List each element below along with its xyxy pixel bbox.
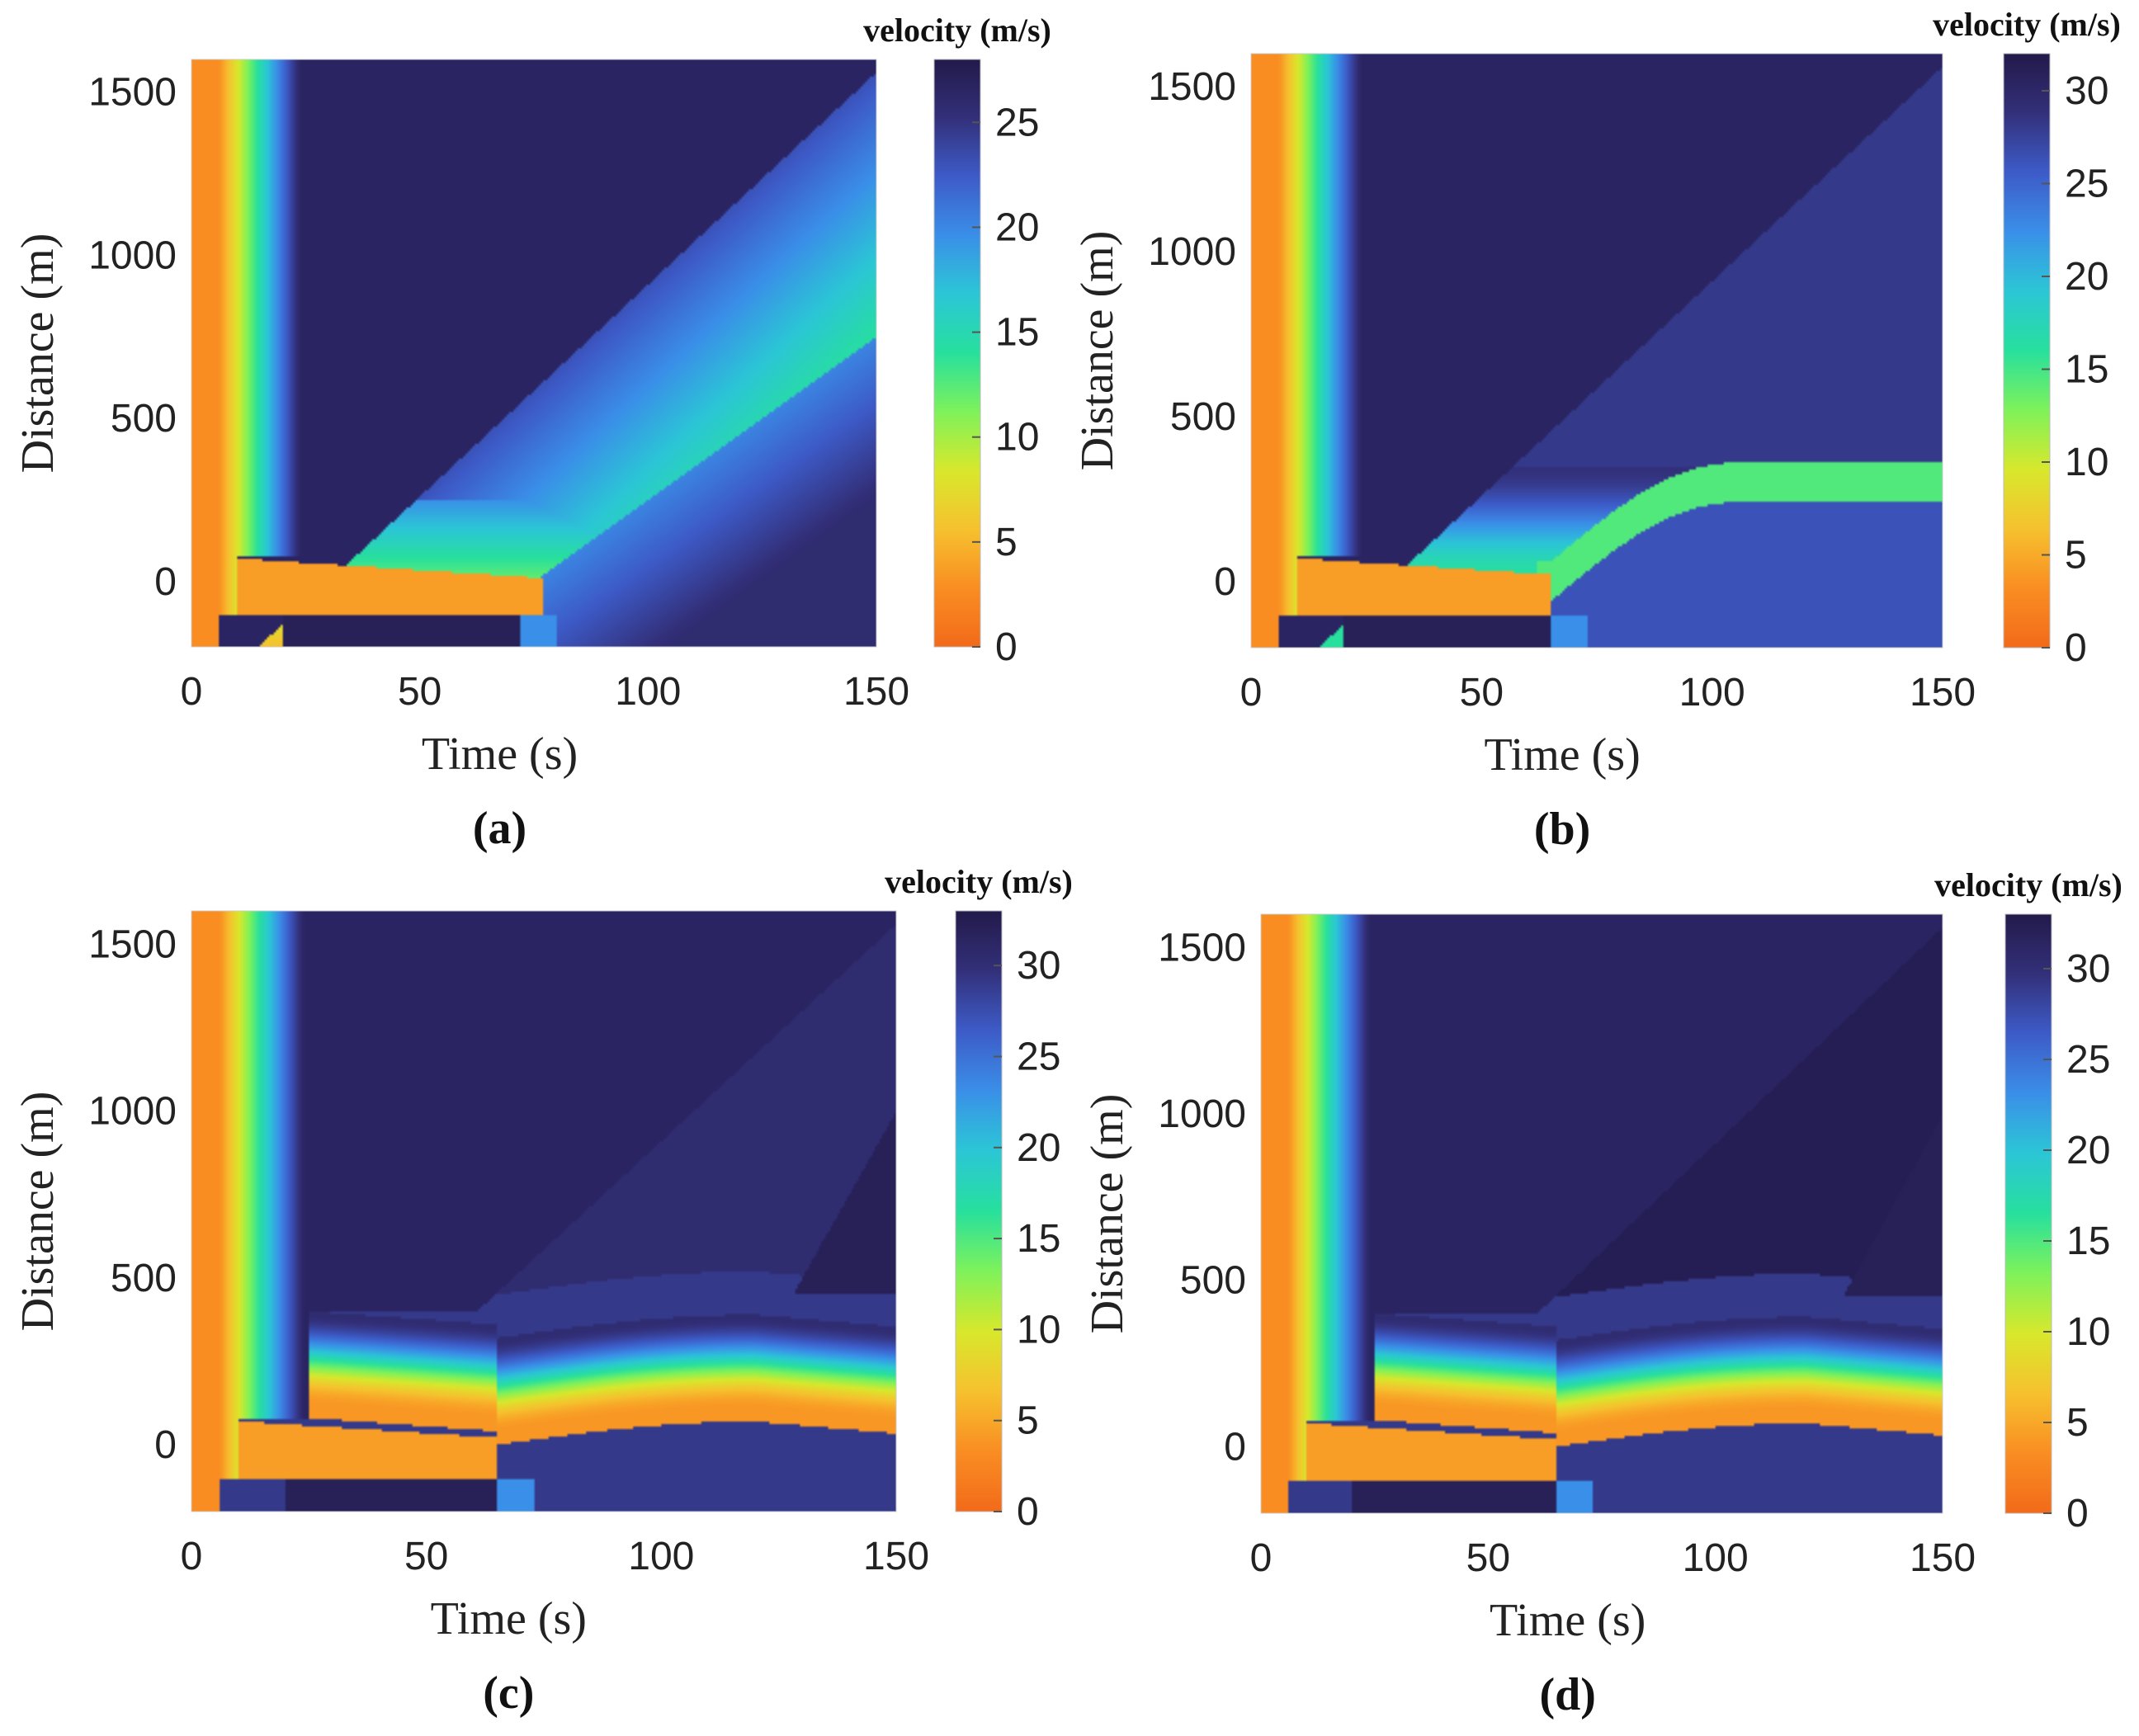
- x-tick-label: 100: [1683, 1536, 1749, 1580]
- colorbar-tick-label: 20: [995, 205, 1039, 249]
- colorbar-tick-label: 15: [1017, 1217, 1060, 1261]
- colorbar-tick-label: 20: [2065, 255, 2108, 299]
- colorbar: [933, 59, 981, 648]
- plot-frame: [1250, 53, 1943, 649]
- panel-label: (c): [483, 1668, 534, 1719]
- x-axis-title: Time (s): [1490, 1595, 1646, 1646]
- y-tick-label: 0: [1224, 1425, 1246, 1469]
- colorbar-tick-label: 25: [995, 101, 1039, 144]
- heatmap-surface: [191, 59, 876, 647]
- colorbar-tick-label: 30: [2066, 947, 2110, 991]
- colorbar-tick-label: 20: [2066, 1129, 2110, 1172]
- colorbar-tick-label: 5: [2066, 1401, 2089, 1445]
- colorbar-title: velocity (m/s): [1933, 6, 2121, 43]
- colorbar-tick-label: 30: [2065, 69, 2108, 113]
- y-tick-label: 500: [111, 397, 177, 441]
- x-tick-label: 150: [863, 1535, 929, 1578]
- colorbar-tick-label: 10: [995, 416, 1039, 460]
- colorbar-tick-label: 10: [2065, 441, 2108, 484]
- y-tick-label: 0: [1214, 560, 1236, 604]
- panel-label: (a): [473, 803, 526, 854]
- x-axis-title: Time (s): [431, 1593, 587, 1644]
- x-tick-label: 0: [1240, 671, 1263, 715]
- x-axis-title: Time (s): [422, 729, 578, 780]
- plot-frame: [191, 59, 877, 648]
- heatmap-surface: [1261, 914, 1943, 1513]
- colorbar-tick-label: 15: [2065, 348, 2108, 392]
- x-tick-label: 0: [1250, 1536, 1273, 1580]
- colorbar-tick-label: 5: [2065, 534, 2087, 578]
- x-tick-label: 150: [1910, 1536, 1976, 1580]
- y-tick-label: 1000: [1158, 1092, 1246, 1136]
- colorbar-tick-label: 0: [2066, 1492, 2089, 1536]
- heatmap-surface: [191, 911, 896, 1512]
- y-tick-label: 500: [1170, 395, 1236, 439]
- plot-frame: [1260, 913, 1943, 1514]
- panel-label: (b): [1534, 804, 1590, 855]
- colorbar-tick-label: 5: [1017, 1399, 1039, 1443]
- y-tick-label: 0: [154, 560, 177, 604]
- y-tick-label: 1000: [1148, 230, 1236, 274]
- y-axis-title: Distance (m): [1072, 231, 1123, 471]
- x-tick-label: 50: [404, 1535, 448, 1578]
- x-tick-label: 150: [843, 670, 909, 714]
- panel-a: 0 50 100 150 0 500 1000 1500 Time (s) Distance (m…: [0, 0, 1070, 868]
- panel-c: 0 50 100 150 0 500 1000 1500 Time (s) Distance (m…: [0, 863, 1073, 1736]
- panel-b: 0 50 100 150 0 500 1000 1500 Time (s) Distance (m…: [1070, 0, 2139, 868]
- y-axis-title: Distance (m): [12, 234, 64, 474]
- plot-frame: [191, 910, 897, 1512]
- panel-label: (d): [1539, 1669, 1595, 1720]
- y-axis-title: Distance (m): [1082, 1094, 1133, 1334]
- y-tick-label: 0: [154, 1423, 177, 1467]
- y-tick-label: 1500: [1148, 65, 1236, 109]
- y-tick-label: 500: [1180, 1259, 1246, 1303]
- colorbar-tick-label: 25: [2066, 1038, 2110, 1082]
- x-tick-label: 50: [398, 670, 441, 714]
- colorbar-tick-label: 0: [995, 625, 1018, 669]
- y-tick-label: 1000: [88, 234, 177, 277]
- colorbar-title: velocity (m/s): [863, 12, 1051, 49]
- colorbar-tick-label: 15: [995, 311, 1039, 355]
- colorbar-tick-label: 25: [2065, 163, 2108, 206]
- y-tick-label: 1500: [1158, 926, 1246, 969]
- colorbar-tick-label: 30: [1017, 944, 1060, 988]
- colorbar-title: velocity (m/s): [885, 863, 1073, 900]
- x-tick-label: 150: [1910, 671, 1976, 715]
- y-tick-label: 500: [111, 1257, 177, 1300]
- colorbar: [955, 910, 1003, 1512]
- colorbar-tick-label: 0: [1017, 1490, 1039, 1534]
- x-axis-title: Time (s): [1484, 729, 1640, 781]
- y-tick-label: 1000: [88, 1090, 177, 1134]
- colorbar-tick-label: 0: [2065, 626, 2087, 670]
- y-axis-title: Distance (m): [12, 1092, 64, 1332]
- colorbar-tick-label: 25: [1017, 1035, 1060, 1078]
- y-tick-label: 1500: [88, 922, 177, 966]
- colorbar-tick-label: 15: [2066, 1219, 2110, 1263]
- heatmap-surface: [1251, 54, 1943, 648]
- colorbar-tick-label: 10: [1017, 1308, 1060, 1352]
- colorbar-title: velocity (m/s): [1934, 866, 2122, 903]
- panel-d: 0 50 100 150 0 500 1000 1500 Time (s) Distance (m…: [1070, 866, 2139, 1736]
- x-tick-label: 50: [1466, 1536, 1510, 1580]
- x-tick-label: 0: [181, 670, 203, 714]
- x-tick-label: 0: [181, 1535, 203, 1578]
- colorbar-tick-label: 5: [995, 521, 1018, 564]
- colorbar-tick-label: 10: [2066, 1310, 2110, 1354]
- colorbar-tick-label: 20: [1017, 1126, 1060, 1170]
- colorbar: [2003, 53, 2051, 649]
- y-tick-label: 1500: [88, 71, 177, 115]
- colorbar: [2004, 913, 2052, 1514]
- x-tick-label: 50: [1460, 671, 1504, 715]
- x-tick-label: 100: [615, 670, 681, 714]
- x-tick-label: 100: [628, 1535, 694, 1578]
- x-tick-label: 100: [1679, 671, 1745, 715]
